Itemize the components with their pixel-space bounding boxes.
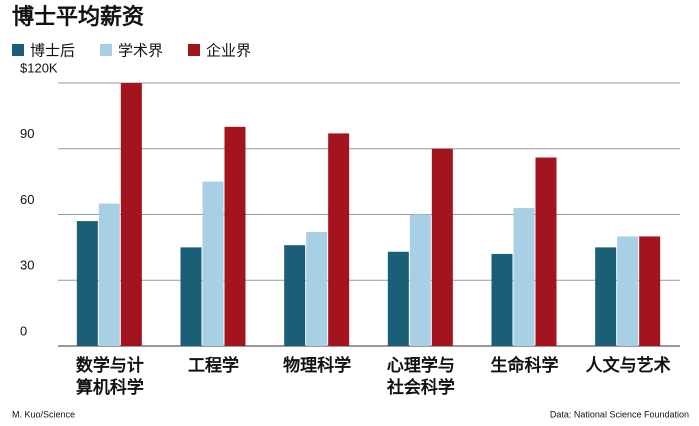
x-tick-label: 物理科学 (283, 355, 351, 376)
bar (639, 236, 661, 346)
x-tick-label: 工程学 (188, 355, 239, 376)
bar (595, 247, 617, 346)
bar (387, 251, 409, 346)
y-tick-label: $120K (20, 60, 58, 75)
bar (284, 245, 306, 346)
bar (306, 232, 328, 346)
legend-label: 学术界 (118, 42, 163, 60)
x-tick-label: 心理学与社会科学 (386, 355, 455, 398)
bar (617, 236, 639, 346)
x-tick-label: 人文与艺术 (586, 355, 671, 376)
bar (120, 83, 142, 346)
legend-label: 企业界 (206, 42, 251, 60)
bar (535, 157, 557, 346)
bar (202, 181, 224, 346)
bar (409, 214, 431, 346)
legend-swatch (100, 44, 112, 56)
legend-swatch (188, 44, 200, 56)
source: Data: National Science Foundation (550, 409, 689, 419)
legend-label: 博士后 (30, 42, 75, 60)
bar (76, 221, 98, 346)
bar (180, 247, 202, 346)
y-tick-label: 60 (20, 192, 34, 207)
credit: M. Kuo/Science (12, 409, 75, 419)
y-tick-label: 30 (20, 258, 34, 273)
y-tick-label: 90 (20, 126, 34, 141)
y-tick-label: 0 (20, 323, 27, 338)
x-tick-label: 生命科学 (491, 355, 559, 376)
bar (513, 207, 535, 346)
bar (98, 203, 120, 346)
chart-title: 博士平均薪资 (12, 4, 144, 30)
bar (491, 253, 513, 346)
x-tick-label: 数学与计算机科学 (75, 355, 144, 398)
bar (224, 126, 246, 346)
legend-swatch (12, 44, 24, 56)
bar (328, 133, 350, 346)
bar (431, 148, 453, 346)
